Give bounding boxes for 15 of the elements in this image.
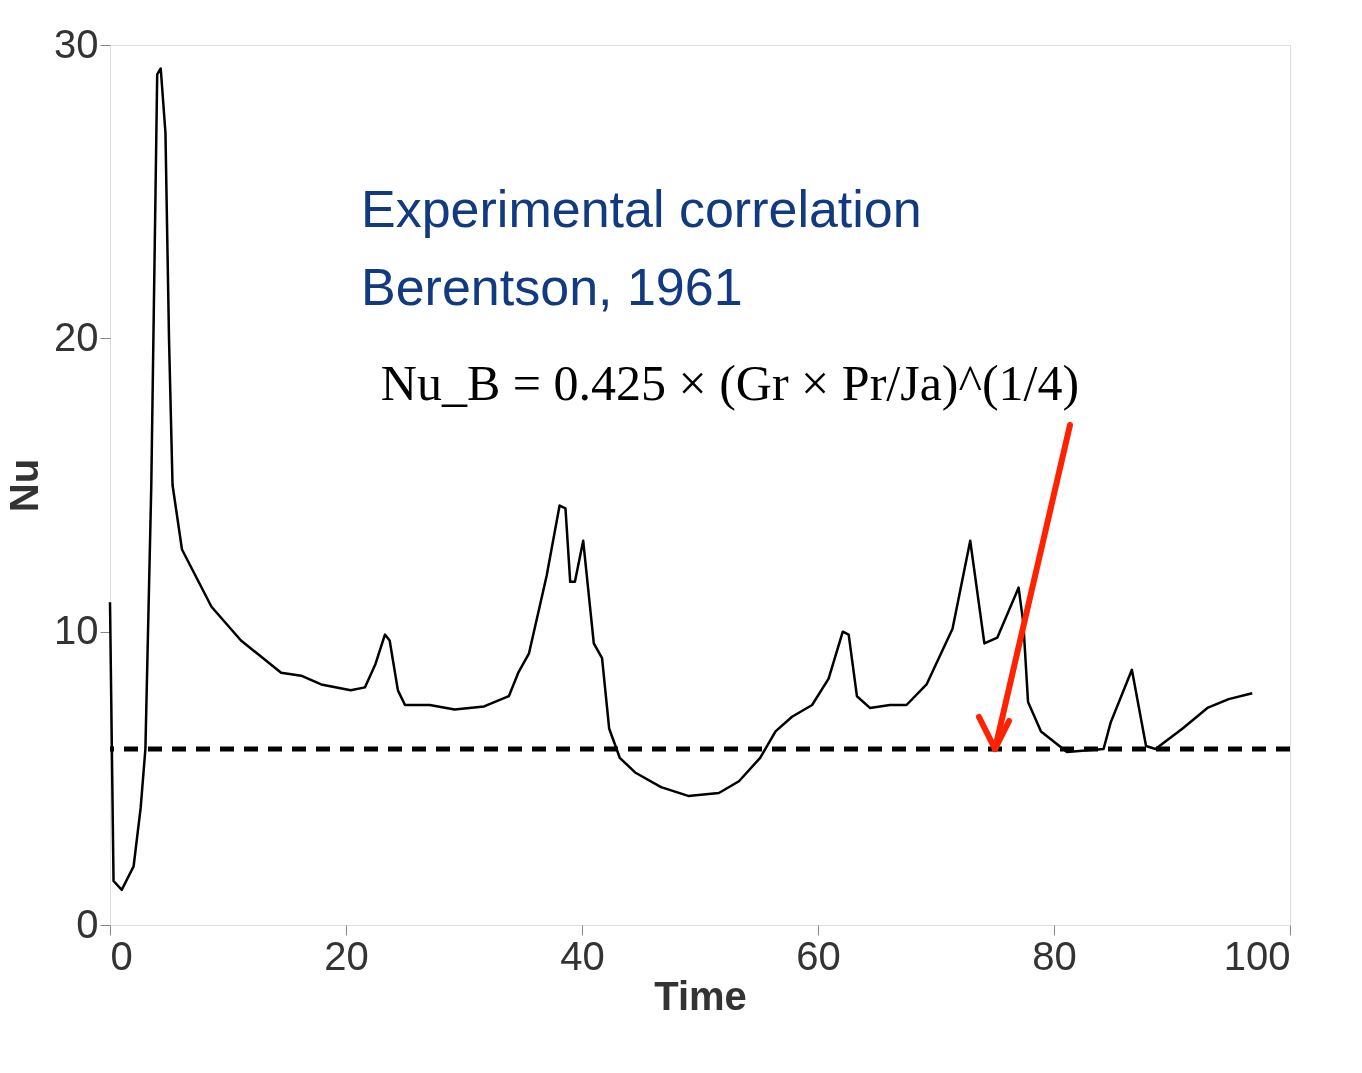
y-tick-label: 0	[76, 901, 99, 946]
annotation: Berentson, 1961	[361, 258, 743, 316]
x-tick-label: 40	[560, 933, 605, 978]
y-tick-label: 20	[54, 314, 99, 359]
y-axis-title: Nu	[2, 458, 47, 513]
annotation: Nu_B = 0.425 × (Gr × Pr/Ja)^(1/4)	[380, 355, 1080, 411]
y-tick-label: 10	[54, 608, 99, 653]
x-axis-title: Time	[654, 973, 747, 1018]
x-tick-label: 60	[796, 933, 841, 978]
x-tick-label: 80	[1032, 933, 1077, 978]
x-tick-label: 0	[110, 933, 133, 978]
x-tick-label: 100	[1223, 933, 1291, 978]
x-tick-label: 20	[324, 933, 369, 978]
y-tick-label: 30	[54, 21, 99, 66]
annotation: Experimental correlation	[361, 180, 922, 238]
